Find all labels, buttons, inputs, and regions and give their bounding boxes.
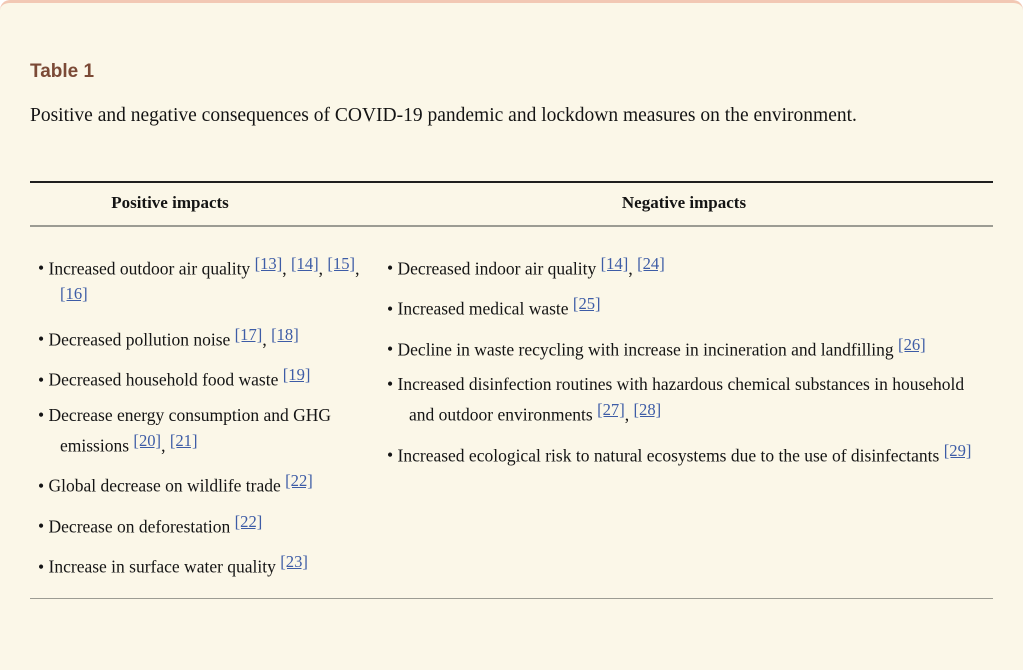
citation-link[interactable]: [17] [234,324,263,344]
impact-item: Decline in waste recycling with increase… [387,332,977,362]
negative-impacts-column: Decreased indoor air quality [14], [24] I… [375,251,993,590]
citation-link[interactable]: [14] [600,254,629,273]
impact-item: Decrease on deforestation [22] [38,509,365,539]
impact-item: Global decrease on wildlife trade [22] [38,468,365,498]
item-text: Global decrease on wildlife trade [48,475,286,496]
item-text: Increased medical waste [397,298,573,319]
citation-link[interactable]: [21] [169,430,198,450]
table-top-rule [30,181,993,183]
impact-item: Increased medical waste [25] [387,291,977,321]
column-header-positive: Positive impacts [111,193,229,212]
citation-link[interactable]: [26] [898,334,926,354]
item-text: , [318,258,328,279]
citation-link[interactable]: [23] [280,552,308,572]
item-text: Increased outdoor air quality [48,258,255,279]
item-text: , [282,258,291,279]
item-text: Decreased household food waste [48,369,283,390]
citation-link[interactable]: [28] [633,400,662,420]
impact-item: Decreased indoor air quality [14], [24] [387,251,977,281]
citation-link[interactable]: [24] [637,254,665,273]
impact-item: Increase in surface water quality [23] [38,549,365,579]
citation-link[interactable]: [14] [290,254,319,273]
item-text: , [624,404,634,425]
table-body-row: Increased outdoor air quality [13], [14]… [30,227,993,598]
table-content: Table 1 Positive and negative consequenc… [0,3,1023,599]
positive-impacts-list: Increased outdoor air quality [13], [14]… [38,251,375,580]
citation-link[interactable]: [19] [282,365,311,385]
citation-link[interactable]: [27] [597,400,625,420]
item-text: Decrease energy consumption and GHG emis… [48,404,332,456]
citation-link[interactable]: [25] [572,294,601,314]
item-text: , [161,435,170,456]
impact-item: Increased disinfection routines with haz… [387,372,977,427]
table-header-row: Positive impacts Negative impacts [30,183,993,225]
impact-item: Increased outdoor air quality [13], [14]… [38,251,365,312]
table-label: Table 1 [30,61,95,82]
citation-link[interactable]: [18] [271,324,299,344]
impact-item: Decreased household food waste [19] [38,362,365,392]
table-caption: Positive and negative consequences of CO… [30,105,857,126]
impact-item: Decreased pollution noise [17], [18] [38,322,365,352]
citation-link[interactable]: [13] [254,254,283,273]
item-text: , [262,329,272,350]
table-header-rule [30,225,993,227]
item-text: Decreased indoor air quality [397,258,601,279]
item-text: Increase in surface water quality [48,556,281,577]
citation-link[interactable]: [15] [327,254,356,273]
item-text: Decrease on deforestation [48,516,235,537]
item-text: , [628,258,638,279]
impact-item: Increased ecological risk to natural eco… [387,438,977,468]
item-text: Decreased pollution noise [48,329,235,350]
impact-item: Decrease energy consumption and GHG emis… [38,403,365,458]
citation-link[interactable]: [20] [133,430,162,450]
item-text: , [355,258,360,279]
item-text: Decline in waste recycling with increase… [397,339,899,360]
citation-link[interactable]: [16] [60,284,88,304]
table-bottom-rule [30,597,993,599]
negative-impacts-list: Decreased indoor air quality [14], [24] I… [387,251,993,468]
citation-link[interactable]: [22] [285,471,313,491]
citation-link[interactable]: [22] [234,511,263,531]
column-header-negative: Negative impacts [621,193,747,212]
item-text: Increased disinfection routines with haz… [397,374,965,425]
positive-impacts-column: Increased outdoor air quality [13], [14]… [30,251,375,590]
citation-link[interactable]: [29] [943,440,972,460]
item-text: Increased ecological risk to natural eco… [397,445,944,466]
